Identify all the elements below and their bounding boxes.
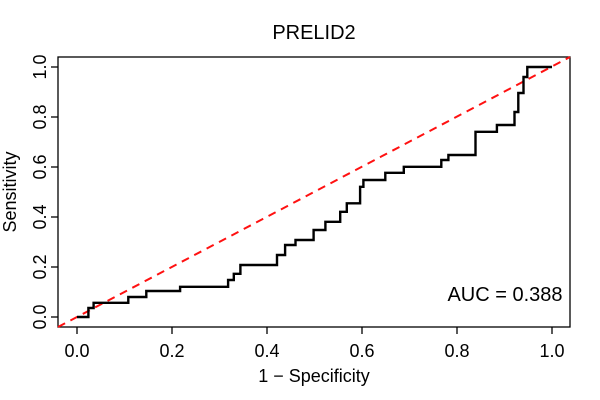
y-tick-label: 1.0 <box>30 54 50 79</box>
plot-box <box>57 56 571 328</box>
y-tick-label: 0.6 <box>30 154 50 179</box>
x-tick-label: 0.6 <box>349 341 374 361</box>
y-tick-label: 0.2 <box>30 254 50 279</box>
x-tick-label: 0.8 <box>444 341 469 361</box>
chance-diagonal-line <box>57 56 571 328</box>
y-axis-label: Sensitivity <box>0 151 20 232</box>
x-tick-label: 0.0 <box>64 341 89 361</box>
x-axis-ticks: 0.0 0.2 0.4 0.6 0.8 1.0 <box>64 327 565 361</box>
x-axis-label: 1 − Specificity <box>258 366 370 386</box>
auc-annotation: AUC = 0.388 <box>447 284 562 306</box>
plot-title: PRELID2 <box>272 22 355 44</box>
x-tick-label: 0.4 <box>254 341 279 361</box>
y-tick-label: 0.8 <box>30 104 50 129</box>
x-tick-label: 0.2 <box>159 341 184 361</box>
y-axis-ticks: 0.0 0.2 0.4 0.6 0.8 1.0 <box>30 54 58 330</box>
y-tick-label: 0.4 <box>30 204 50 229</box>
x-tick-label: 1.0 <box>539 341 564 361</box>
roc-curve-line <box>77 65 552 319</box>
y-tick-label: 0.0 <box>30 304 50 329</box>
